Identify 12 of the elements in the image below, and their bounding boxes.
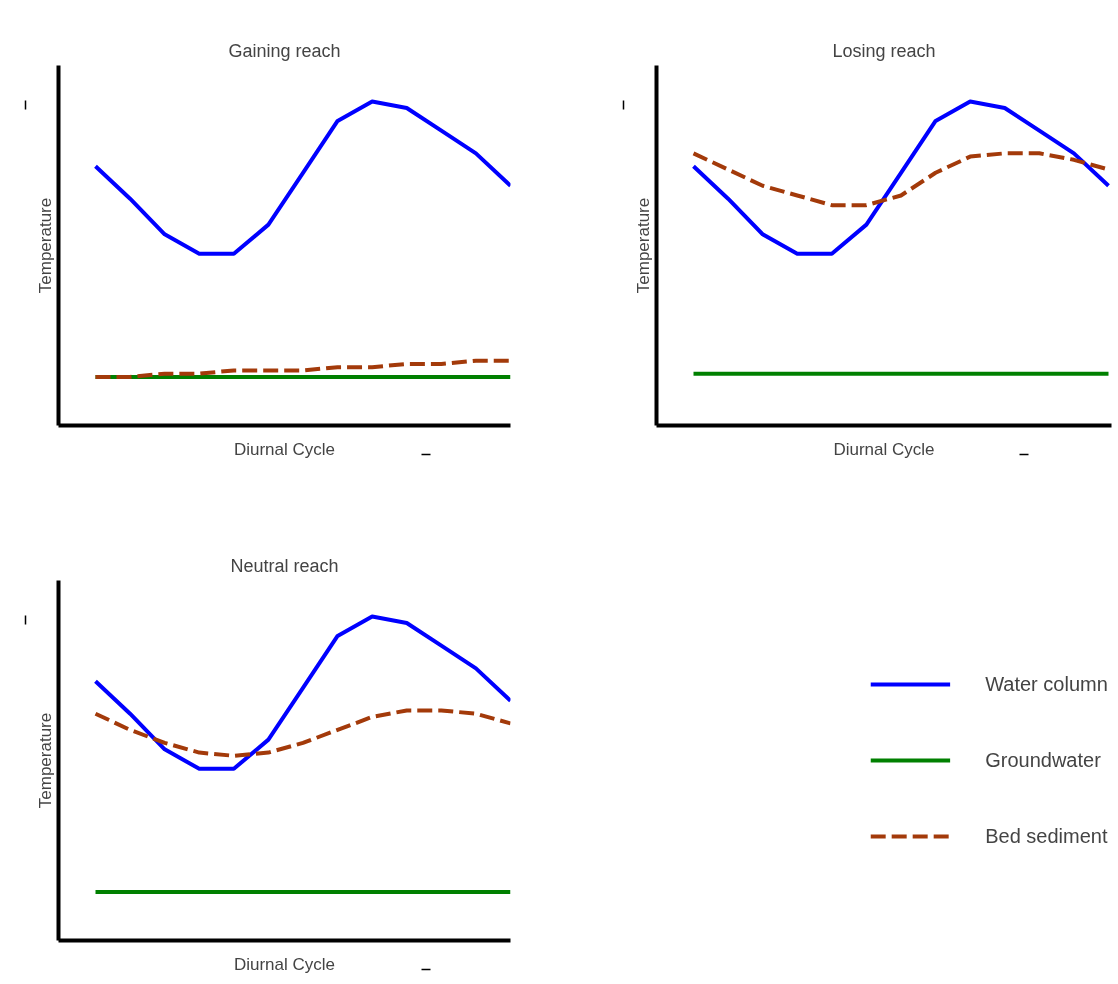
chart-title: Neutral reach — [230, 555, 339, 576]
x-axis-title: Diurnal Cycle — [833, 439, 935, 459]
legend-label: Water column — [985, 672, 1108, 696]
y-axis-title: Temperature — [633, 197, 653, 294]
legend-label: Groundwater — [985, 748, 1101, 772]
chart-title: Losing reach — [832, 40, 936, 61]
y-axis-title: Temperature — [35, 712, 55, 809]
chart-title: Gaining reach — [228, 40, 341, 61]
y-axis-title: Temperature — [35, 197, 55, 294]
x-axis-title: Diurnal Cycle — [233, 954, 336, 974]
legend-label: Bed sediment — [985, 824, 1108, 848]
x-axis-title: Diurnal Cycle — [233, 439, 336, 459]
